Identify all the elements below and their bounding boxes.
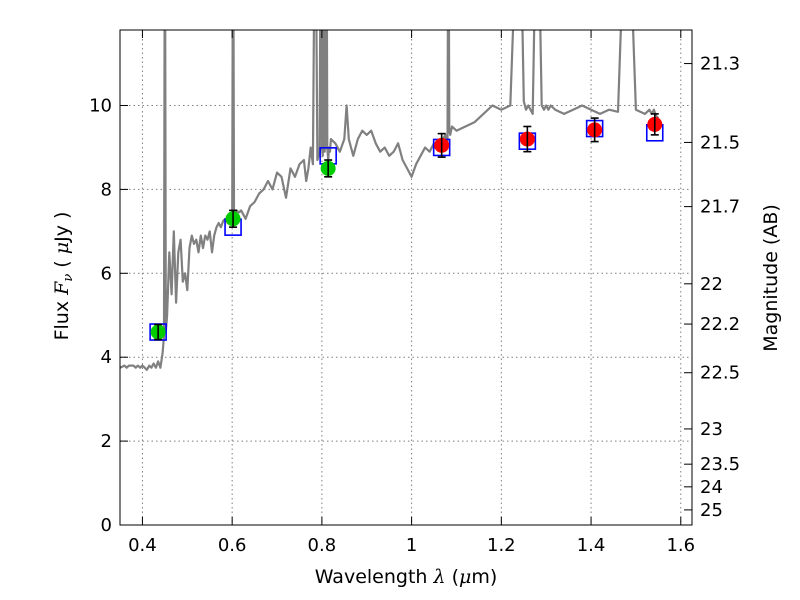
magnitude-tick-label: 22 <box>700 274 723 295</box>
x-tick-label: 0.8 <box>308 535 337 556</box>
magnitude-tick-label: 24 <box>700 477 723 498</box>
x-tick-label: 1.4 <box>577 535 606 556</box>
x-axis-label: Wavelength λ (μm) <box>315 566 498 588</box>
y-tick-label: 10 <box>89 96 112 117</box>
x-tick-label: 0.6 <box>218 535 247 556</box>
magnitude-tick-label: 23.5 <box>700 454 740 475</box>
spectrum-layer <box>120 30 660 371</box>
plot-frame <box>119 29 693 526</box>
magnitude-tick-label: 21.7 <box>700 197 740 218</box>
x-tick-label: 0.4 <box>128 535 157 556</box>
y-tick-label: 8 <box>101 179 112 200</box>
y-tick-label: 4 <box>101 347 112 368</box>
y-tick-label: 2 <box>101 431 112 452</box>
x-tick-label: 1.2 <box>487 535 516 556</box>
x-tick-label: 1 <box>406 535 417 556</box>
magnitude-tick-label: 23 <box>700 419 723 440</box>
model-points-layer <box>149 119 664 341</box>
tick-marks <box>120 30 692 526</box>
x-tick-labels: 0.4 0.6 0.8 1 1.2 1.4 1.6 <box>128 535 695 556</box>
magnitude-tick-label: 21.3 <box>700 54 740 75</box>
observed-points-layer <box>150 113 663 341</box>
grid-lines <box>120 30 692 526</box>
y-tick-label: 6 <box>101 263 112 284</box>
magnitude-tick-label: 25 <box>700 500 723 521</box>
magnitude-tick-label: 22.5 <box>700 363 740 384</box>
y-axis-label: Flux Fν ( μJy ) <box>51 212 76 341</box>
y-axis-label-right: Magnitude (AB) <box>760 204 782 352</box>
x-tick-label: 1.6 <box>666 535 695 556</box>
y-tick-label: 0 <box>101 515 112 536</box>
magnitude-tick-label: 22.2 <box>700 314 740 335</box>
spectrum-line <box>120 30 660 371</box>
magnitude-tick-label: 21.5 <box>700 132 740 153</box>
y-tick-labels: 0 2 4 6 8 10 <box>89 96 112 536</box>
